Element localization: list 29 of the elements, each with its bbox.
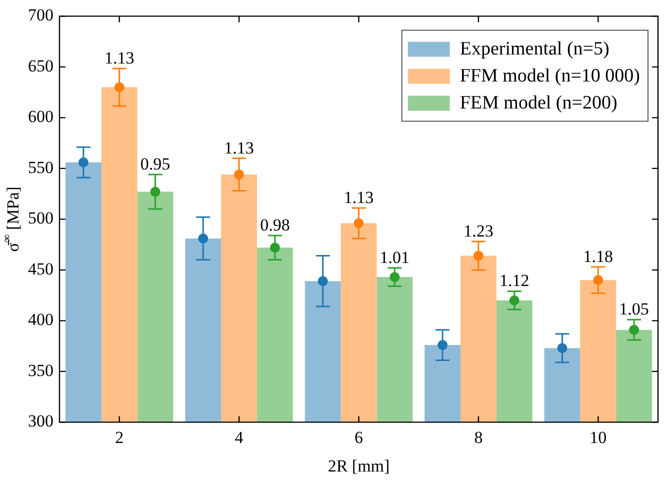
y-tick-label: 700 (28, 6, 54, 25)
annotation: 0.95 (140, 154, 170, 174)
legend-label: Experimental (n=5) (460, 38, 610, 60)
x-tick-label: 2 (115, 428, 124, 447)
annotation: 1.13 (104, 48, 134, 68)
annotation: 1.18 (583, 246, 614, 266)
annotation: 1.05 (619, 300, 649, 319)
y-tick-label: 400 (28, 310, 54, 330)
y-tick-label: 550 (28, 158, 54, 177)
x-axis-title: 2R [mm] (328, 456, 390, 476)
annotation: 1.13 (344, 188, 374, 208)
x-tick-label: 4 (234, 428, 244, 447)
annotation: 1.23 (464, 222, 494, 240)
y-tick-label: 600 (28, 107, 54, 126)
y-tick-label: 500 (28, 208, 54, 228)
y-tick-label: 300 (28, 412, 54, 431)
y-tick-label: 350 (28, 360, 54, 380)
x-tick-label: 8 (474, 428, 483, 447)
legend-label: FEM model (n=200) (460, 92, 618, 114)
y-tick-label: 650 (28, 56, 54, 76)
annotation: 1.12 (499, 271, 530, 290)
y-axis-title: σ̄∞ [MPa] (0, 186, 22, 252)
x-tick-label: 6 (354, 428, 363, 447)
annotation: 0.98 (260, 215, 290, 234)
x-tick-label: 10 (590, 428, 607, 447)
annotation: 1.01 (380, 248, 410, 267)
y-tick-label: 450 (28, 259, 54, 278)
legend-label: FFM model (n=10 000) (460, 66, 640, 87)
annotation: 1.13 (224, 138, 254, 158)
